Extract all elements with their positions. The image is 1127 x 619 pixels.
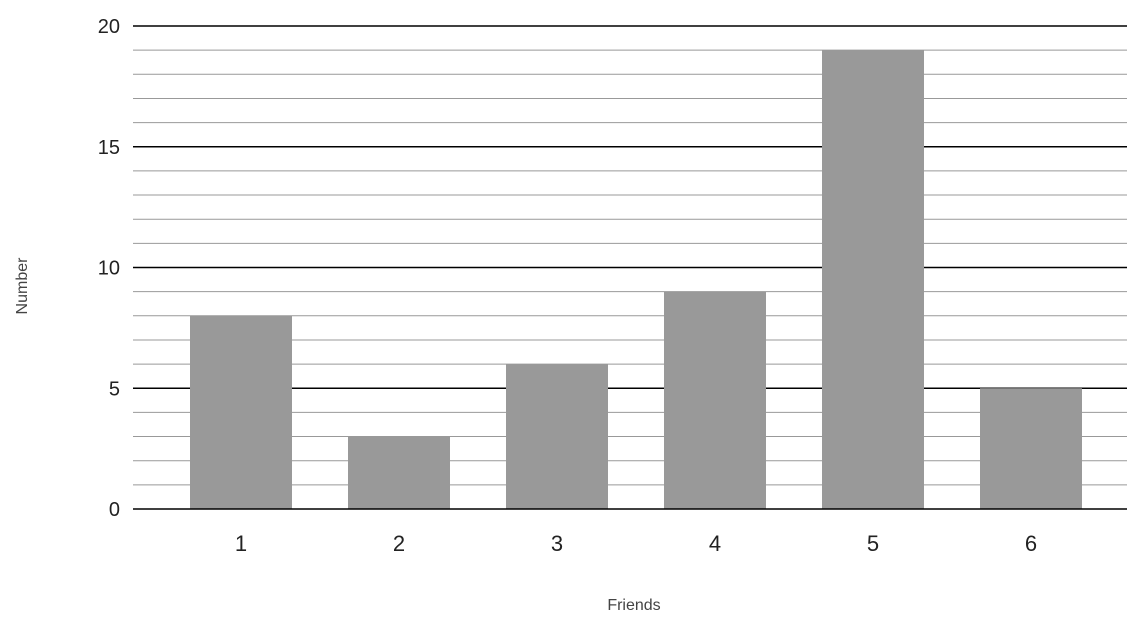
y-tick-label: 15 <box>98 137 120 159</box>
bar-2 <box>348 436 450 509</box>
x-tick-label: 3 <box>551 531 563 556</box>
y-tick-label: 5 <box>109 378 120 400</box>
y-tick-label: 20 <box>98 16 120 38</box>
bar-3 <box>506 364 608 509</box>
x-tick-labels: 1 2 3 4 5 6 <box>235 531 1037 556</box>
bars-layer <box>190 50 1082 510</box>
y-axis-title: Number <box>14 257 31 315</box>
x-tick-label: 4 <box>709 531 721 556</box>
grid-layer <box>133 25 1127 486</box>
bar-5 <box>822 50 924 510</box>
bar-1 <box>190 315 292 509</box>
x-tick-label: 5 <box>867 531 879 556</box>
x-tick-label: 6 <box>1025 531 1037 556</box>
y-tick-labels: 0 5 10 15 20 <box>98 16 120 521</box>
bar-4 <box>664 291 766 509</box>
x-axis-title: Friends <box>607 597 660 614</box>
x-tick-label: 2 <box>393 531 405 556</box>
x-tick-label: 1 <box>235 531 247 556</box>
bar-6 <box>980 388 1082 509</box>
y-tick-label: 0 <box>109 499 120 521</box>
y-tick-label: 10 <box>98 258 120 280</box>
